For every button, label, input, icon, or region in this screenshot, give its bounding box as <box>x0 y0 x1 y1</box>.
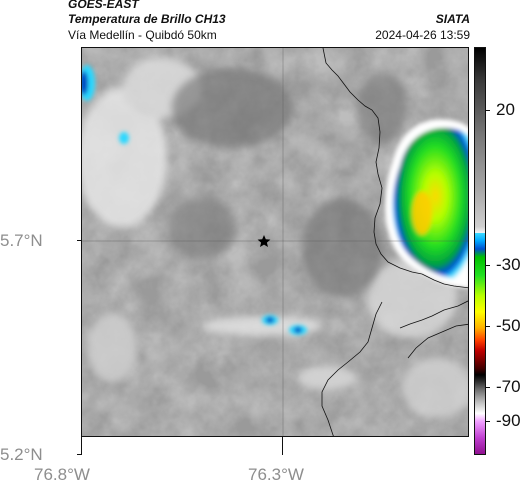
cloud-cell <box>82 71 88 95</box>
lon-label-76-3: 76.3°W <box>248 465 304 484</box>
boundary-line <box>399 300 468 329</box>
route-subtitle: Vía Medellín - Quibdó 50km <box>68 28 217 42</box>
lon-label-76-8: 76.8°W <box>34 465 90 484</box>
boundary-line <box>322 48 423 275</box>
star-marker-icon <box>257 235 271 247</box>
dark-region <box>302 198 382 298</box>
agency-label: SIATA <box>435 12 470 26</box>
colorbar-label: -70 <box>496 377 521 396</box>
dark-region <box>167 198 237 258</box>
colorbar-label: -50 <box>496 316 521 335</box>
map-plot[interactable] <box>81 47 469 437</box>
product-title: Temperatura de Brillo CH13 <box>68 12 226 26</box>
colorbar <box>474 47 486 455</box>
light-region <box>402 358 468 418</box>
cloud-cell <box>119 132 129 144</box>
cloud-cell <box>294 327 302 333</box>
dark-region <box>172 68 292 148</box>
colorbar-label: 20 <box>496 100 515 119</box>
colorbar-label: -90 <box>496 411 521 430</box>
cloud-cell <box>266 317 274 323</box>
colorbar-tick <box>486 110 490 111</box>
light-region <box>87 313 137 383</box>
lat-label-5-2: 5.2°N <box>0 445 43 464</box>
lon-tick <box>282 437 283 455</box>
satellite-title: GOES-EAST <box>68 0 139 11</box>
dark-region <box>357 73 407 143</box>
boundary-line <box>421 273 468 289</box>
light-region <box>297 366 357 390</box>
lat-tick <box>77 240 81 241</box>
lon-tick <box>81 437 82 455</box>
lat-tick <box>77 454 81 455</box>
colorbar-tick <box>486 265 490 266</box>
timestamp-label: 2024-04-26 13:59 <box>375 28 470 42</box>
lat-label-5-7: 5.7°N <box>0 231 43 250</box>
cloud-core <box>412 191 432 235</box>
colorbar-tick <box>486 387 490 388</box>
light-region <box>82 88 167 228</box>
colorbar-tick <box>486 326 490 327</box>
convective-cloud <box>384 119 468 288</box>
boundary-line <box>407 323 468 359</box>
colorbar-label: -30 <box>496 255 521 274</box>
boundary-line <box>321 301 383 436</box>
colorbar-tick <box>486 421 490 422</box>
brightness-temperature-map <box>82 48 468 436</box>
